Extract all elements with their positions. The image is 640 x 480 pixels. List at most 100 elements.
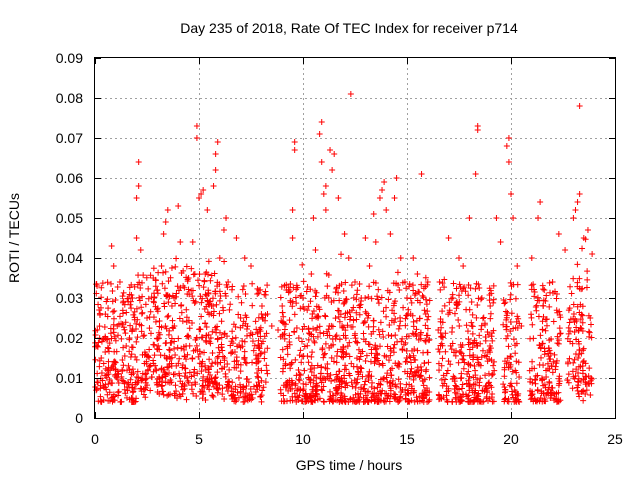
- data-point: [355, 397, 362, 404]
- data-point: [467, 398, 474, 405]
- data-point: [288, 377, 295, 384]
- data-point: [504, 398, 511, 405]
- data-point: [289, 235, 296, 241]
- data-point: [160, 391, 167, 398]
- data-point: [385, 332, 392, 339]
- data-point: [310, 215, 317, 221]
- data-point: [183, 306, 190, 313]
- data-point: [289, 207, 296, 213]
- data-point: [224, 388, 231, 395]
- data-point: [438, 376, 445, 383]
- data-point: [340, 324, 347, 331]
- data-point: [153, 366, 160, 373]
- data-point: [471, 362, 478, 369]
- data-point: [277, 333, 284, 340]
- data-point: [179, 361, 186, 368]
- data-point: [543, 374, 550, 381]
- data-point: [220, 307, 227, 314]
- data-point: [394, 338, 401, 345]
- data-point: [532, 373, 539, 380]
- data-point: [438, 333, 445, 340]
- data-point: [489, 398, 496, 405]
- data-point: [407, 295, 414, 302]
- data-point: [111, 358, 118, 365]
- data-point: [415, 288, 422, 295]
- data-point: [104, 313, 111, 320]
- data-point: [339, 398, 346, 405]
- data-point: [466, 339, 473, 346]
- data-point: [539, 340, 546, 347]
- data-point: [458, 288, 465, 295]
- data-point: [585, 328, 592, 335]
- data-point: [392, 298, 399, 305]
- data-point: [417, 331, 424, 338]
- data-point: [154, 290, 161, 297]
- data-point: [553, 357, 560, 364]
- data-point: [110, 321, 117, 328]
- data-point: [98, 369, 105, 376]
- data-point: [555, 382, 562, 389]
- data-point: [135, 159, 142, 165]
- data-point: [552, 366, 559, 373]
- data-point: [241, 393, 248, 400]
- data-point: [476, 285, 483, 292]
- data-point: [237, 315, 244, 321]
- data-point: [144, 382, 151, 389]
- data-point: [121, 326, 128, 333]
- data-point: [503, 323, 510, 330]
- data-point: [381, 352, 388, 359]
- data-point: [318, 379, 325, 386]
- data-point: [206, 379, 213, 386]
- data-point: [175, 360, 182, 367]
- data-point: [312, 247, 319, 253]
- data-point: [261, 355, 268, 362]
- data-point: [472, 285, 479, 292]
- data-point: [249, 302, 256, 309]
- data-point: [228, 392, 235, 399]
- data-point: [193, 342, 200, 349]
- data-point: [372, 398, 379, 405]
- data-point: [440, 372, 447, 379]
- data-point: [314, 362, 321, 369]
- data-point: [413, 326, 420, 333]
- data-point: [436, 367, 443, 374]
- data-point: [358, 365, 365, 372]
- data-point: [318, 119, 325, 125]
- data-point: [304, 394, 311, 401]
- data-point: [335, 195, 342, 201]
- data-point: [374, 384, 381, 391]
- data-point: [108, 243, 115, 249]
- data-point: [368, 397, 375, 404]
- data-point: [135, 272, 142, 279]
- data-point: [576, 393, 583, 400]
- data-point: [113, 348, 120, 355]
- data-point: [450, 373, 457, 380]
- data-point: [451, 349, 458, 356]
- data-point: [299, 261, 306, 268]
- data-point: [331, 376, 338, 383]
- x-tick-label: 0: [91, 431, 99, 447]
- data-point: [198, 388, 205, 395]
- data-point: [243, 325, 250, 332]
- data-point: [171, 345, 178, 352]
- data-point: [264, 370, 271, 377]
- data-point: [348, 282, 355, 289]
- data-point: [391, 310, 398, 317]
- data-point: [484, 349, 491, 356]
- data-point: [528, 255, 535, 261]
- data-point: [118, 320, 125, 327]
- data-point: [354, 287, 361, 294]
- data-point: [346, 316, 353, 323]
- data-point: [386, 289, 393, 296]
- data-point: [475, 295, 482, 302]
- data-point: [387, 367, 394, 374]
- data-point: [305, 359, 312, 366]
- data-point: [579, 359, 586, 366]
- data-point: [360, 330, 367, 337]
- data-point: [425, 313, 432, 320]
- data-point: [379, 360, 386, 367]
- data-point: [377, 319, 384, 326]
- data-point: [159, 388, 166, 395]
- data-point: [424, 398, 431, 405]
- data-point: [320, 383, 327, 390]
